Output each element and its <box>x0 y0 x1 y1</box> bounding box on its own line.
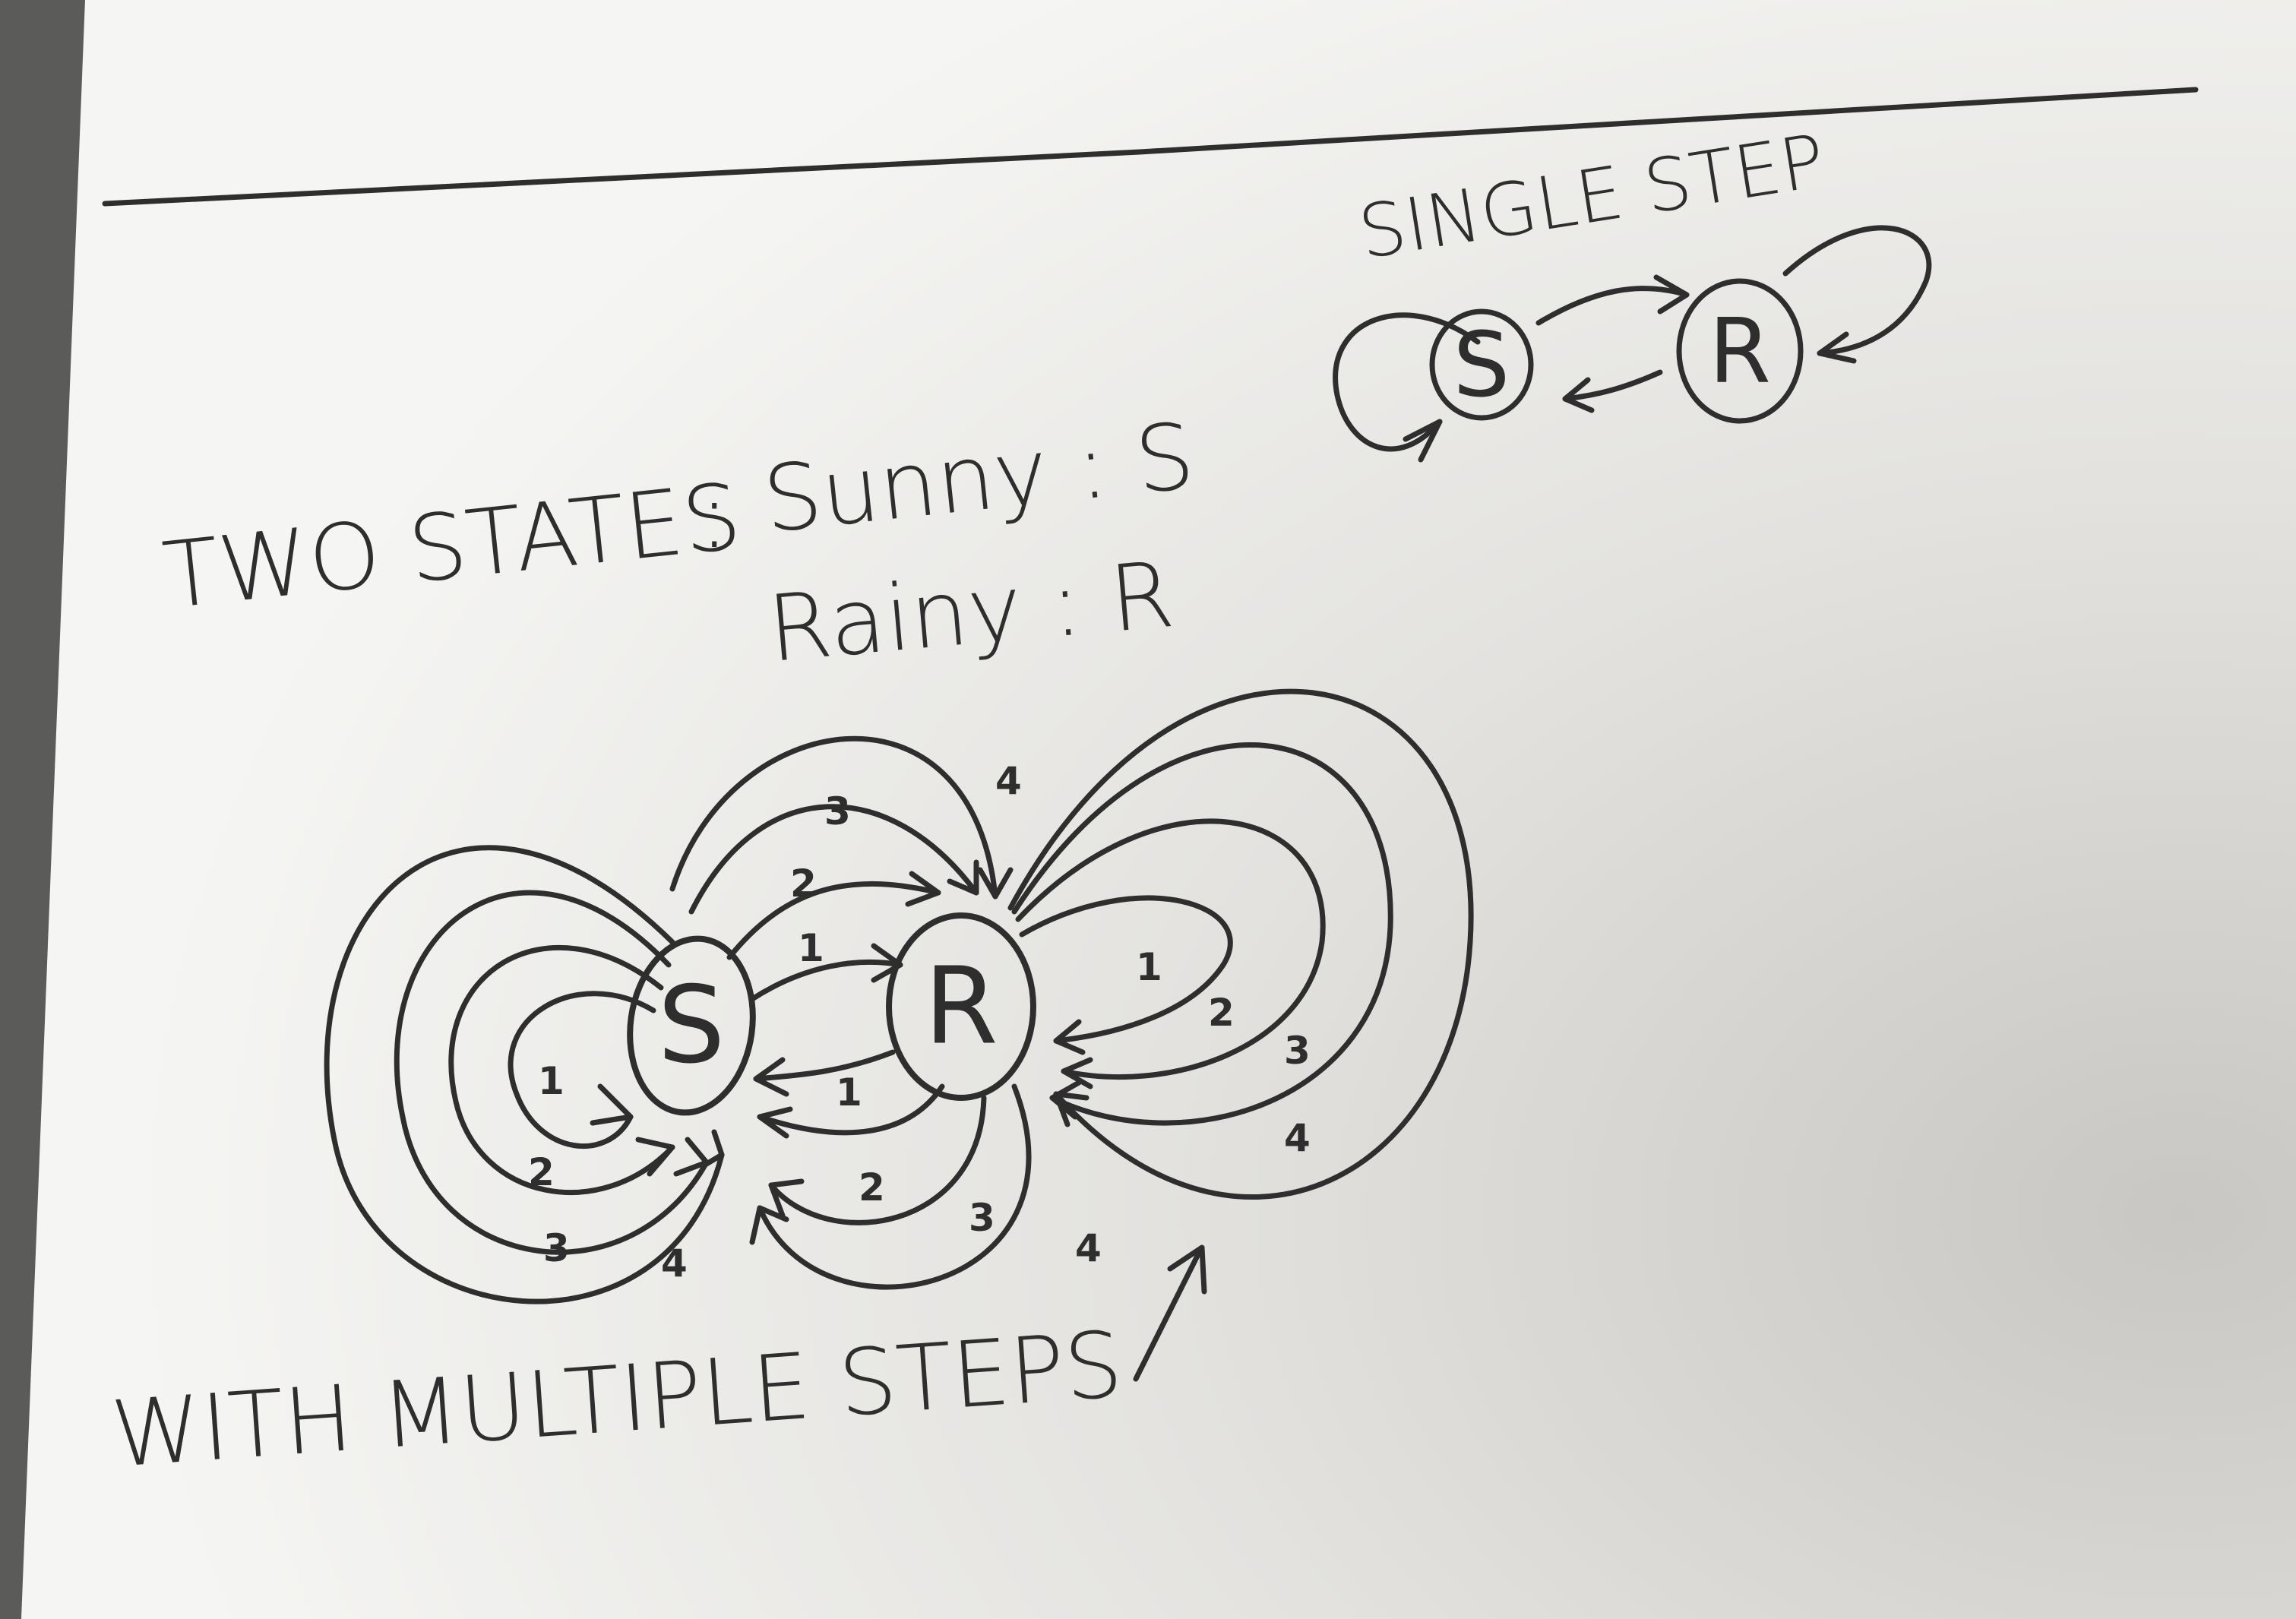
single-s-self-loop <box>1333 312 1481 452</box>
multi-r-to-s-edge-2 <box>757 1083 945 1136</box>
multi-s-self-loop-4 <box>324 845 725 1304</box>
single-node-s-label: S <box>1453 312 1510 417</box>
r-to-s-label-1: 1 <box>836 1070 862 1115</box>
single-step-diagram <box>1333 225 1932 463</box>
s-to-r-label-3: 3 <box>824 789 851 833</box>
multi-r-self-loop-4 <box>1007 688 1474 1200</box>
multi-r-self-loop-3 <box>1011 742 1393 1126</box>
multi-node-s <box>627 935 756 1116</box>
r-self-label-1: 1 <box>1136 945 1162 989</box>
single-s-to-r-edge <box>1535 286 1690 326</box>
multi-s-to-r-edge-2 <box>726 881 941 960</box>
single-r-to-s-edge <box>1562 369 1663 402</box>
multi-step-number-labels: 1 2 3 4 1 2 3 4 1 2 3 4 1 2 3 4 <box>528 759 1311 1285</box>
multi-node-r-label: R <box>924 945 998 1069</box>
multi-s-to-r-edge-1 <box>749 960 903 1002</box>
r-self-label-2: 2 <box>1208 991 1235 1035</box>
s-to-r-label-1: 1 <box>798 926 824 970</box>
s-to-r-label-2: 2 <box>790 862 817 906</box>
r-to-s-label-2: 2 <box>859 1165 885 1210</box>
s-self-label-1: 1 <box>538 1059 565 1103</box>
s-self-label-4: 4 <box>661 1241 688 1285</box>
two-states-colon: : <box>699 463 729 569</box>
multi-node-s-label: S <box>658 964 726 1088</box>
r-self-label-4: 4 <box>1284 1116 1311 1160</box>
multi-r-to-s-edge-1 <box>753 1049 896 1082</box>
multi-r-self-loop-1 <box>1019 895 1233 1044</box>
multi-r-self-loop-2 <box>1015 818 1326 1080</box>
multi-r-to-s-edge-3 <box>768 1095 987 1225</box>
multi-s-self-loop-1 <box>508 991 656 1149</box>
r-self-label-3: 3 <box>1284 1029 1311 1073</box>
r-to-s-label-3: 3 <box>969 1196 995 1240</box>
multi-s-to-r-edge-4 <box>669 735 998 900</box>
s-to-r-label-4: 4 <box>995 759 1022 803</box>
single-r-self-loop <box>1782 225 1932 356</box>
s-self-label-3: 3 <box>543 1226 570 1270</box>
multi-node-r <box>886 912 1036 1101</box>
multi-s-self-loop-2 <box>448 944 675 1195</box>
single-node-r-label: R <box>1709 299 1771 403</box>
ruled-line <box>102 87 2199 207</box>
multi-s-to-r-edge-3 <box>688 804 979 915</box>
s-self-label-2: 2 <box>528 1150 555 1194</box>
multi-step-diagram <box>324 688 1474 1304</box>
r-to-s-label-4: 4 <box>1075 1226 1102 1270</box>
caption-pointer-arrow <box>1133 1244 1207 1382</box>
single-node-s <box>1429 308 1534 421</box>
single-node-r <box>1676 278 1804 424</box>
multi-s-self-loop-3 <box>394 890 710 1255</box>
paper-sheet <box>21 0 2296 1619</box>
multi-r-to-s-edge-4 <box>757 1083 1032 1290</box>
